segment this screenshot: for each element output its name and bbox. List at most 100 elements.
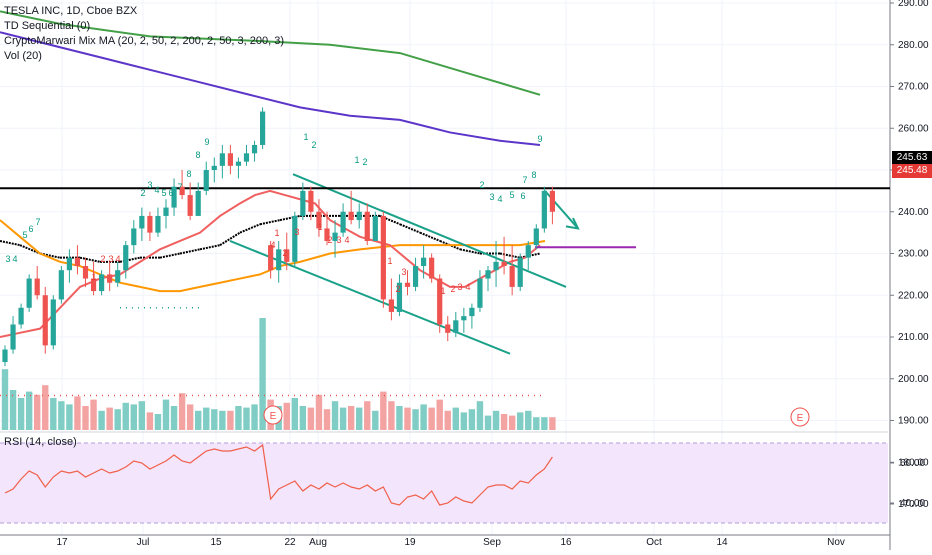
volume-bar [492,410,500,430]
td-count-green: 5 [161,188,166,198]
candle-body [171,186,177,208]
candle-body [235,161,242,166]
candle-body [276,249,282,271]
volume-bar [283,402,290,430]
volume-bar [82,406,89,430]
last-price-tag: 245.48 [892,164,932,178]
earnings-marker-label: E [797,413,804,424]
legend-volume[interactable]: Vol (20) [4,50,42,62]
volume-bar [50,398,57,430]
candle-body [549,190,555,212]
price-tick-label: 210.00 [898,332,929,343]
forecast-arrow-head [565,217,580,230]
earnings-marker-label: E [270,411,277,422]
price-tick-label: 270.00 [898,82,929,93]
candle-body [99,274,105,292]
volume-bar [484,415,492,430]
ma-50-orange [0,219,546,293]
ma-200-green [0,10,541,96]
td-count-green: 2 [140,188,145,198]
td-count-red: 4 [465,282,470,292]
candle-body [541,190,547,229]
rsi-tick-label: 40.00 [900,498,925,509]
td-count-red: 3 [336,235,341,245]
x-tick-label: Jul [137,537,150,548]
ma-50-black [79,256,101,263]
candle-body [219,153,225,166]
volume-bar [404,407,411,430]
candle-body [34,278,40,296]
candle-body [501,261,507,267]
candle-body [203,170,209,191]
candle-body [260,111,266,145]
volume-bar [307,407,315,430]
volume-bar [130,404,137,430]
volume-bar [162,399,170,430]
price-tick-label: 170.00 [898,499,929,510]
price-tick-label: 280.00 [898,40,929,51]
candle-body [364,211,370,241]
candle-body [115,270,121,283]
td-count-green: 6 [28,224,33,234]
candle-body [58,270,64,300]
candle-body [131,228,137,246]
td-count-green: 3 [5,254,10,264]
candle-body [477,278,483,308]
legend-mix-ma[interactable]: CryptoMarwari Mix MA (20, 2, 50, 2, 200,… [4,35,285,47]
legend-td-sequential[interactable]: TD Sequential (0) [4,20,91,32]
candle-body [50,299,56,346]
volume-bar [178,393,186,430]
candle-body [2,349,8,363]
td-count-red: 1 [91,272,96,282]
volume-bar [138,401,146,430]
ma-50-black [0,239,21,247]
td-count-red: 2 [450,284,455,294]
td-count-green: 6 [168,188,173,198]
candle-body [485,270,491,279]
ma-20-red [0,189,541,338]
volume-bar [460,412,468,430]
td-count-green: 1 [354,155,359,165]
candle-body [10,324,16,350]
td-count-red: 2 [327,235,332,245]
chart-legend: TESLA INC, 1D, Cboe BZX TD Sequential (0… [4,4,284,64]
ma-50-black [399,223,421,234]
td-count-green: 8 [531,170,536,180]
ma-50-black [239,223,261,234]
candle-body [123,245,129,271]
td-count-green: 2 [362,157,367,167]
candle-body [42,295,48,346]
volume-bar [251,404,258,430]
x-tick-label: Oct [646,537,662,548]
volume-bar [436,399,443,430]
legend-title[interactable]: TESLA INC, 1D, Cboe BZX [4,5,138,17]
volume-bar [339,407,347,430]
price-tick-label: 260.00 [898,123,929,134]
candle-body [348,211,354,221]
price-tick-label: 230.00 [898,249,929,260]
td-count-red: 1 [387,256,392,266]
volume-bar [66,404,73,430]
ma-50-black [119,256,141,263]
td-count-red: 2 [282,248,287,258]
volume-bar [42,385,49,430]
ma-50-black [219,231,241,246]
candle-body [107,274,113,283]
volume-bar [291,398,298,430]
volume-bar [468,409,476,430]
volume-bar [154,414,162,430]
rsi-tick-label: 60.00 [900,458,925,469]
volume-bar [315,394,323,430]
candle-body [82,266,89,279]
candle-body [332,232,338,241]
price-tick-label: 190.00 [898,416,929,427]
volume-bar [114,409,121,430]
volume-bar [170,406,178,430]
volume-bar [122,402,129,430]
rsi-legend[interactable]: RSI (14, close) [4,436,77,448]
volume-bar [380,391,387,430]
candle-body [340,211,346,233]
volume-bar [508,415,516,430]
